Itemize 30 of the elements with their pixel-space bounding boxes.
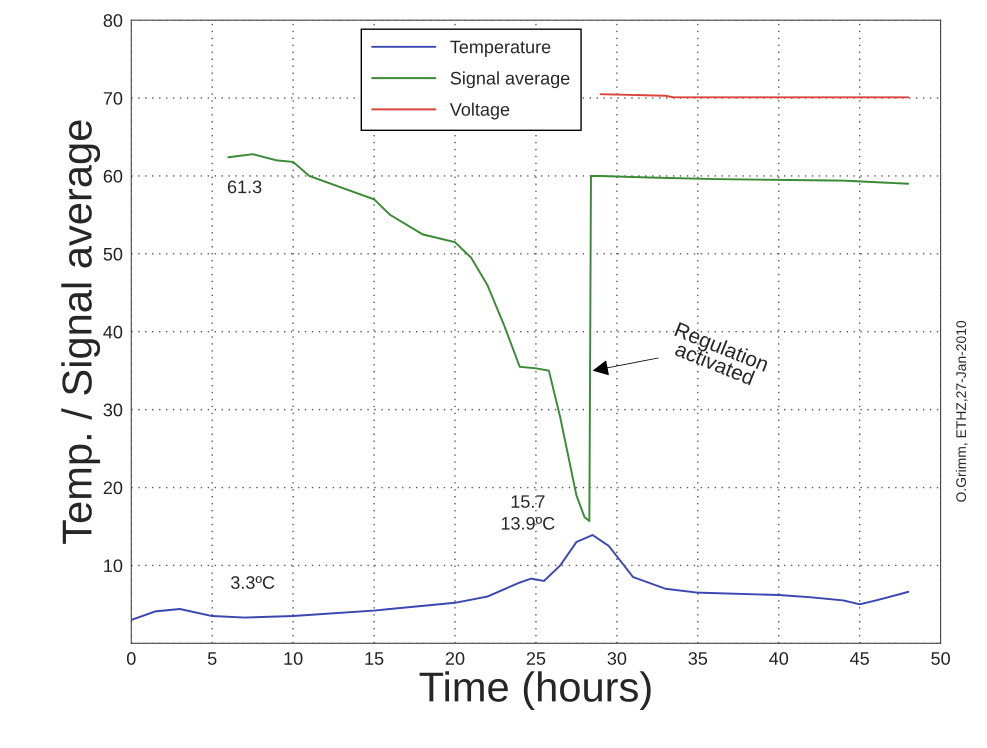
y-tick-label: 20 xyxy=(104,481,122,494)
legend-label: Signal average xyxy=(450,71,570,88)
y-tick-label: 40 xyxy=(103,326,122,338)
y-tick-label: 10 xyxy=(104,559,122,572)
y-tick-label: 30 xyxy=(104,404,122,416)
x-tick-label: 40 xyxy=(769,652,788,665)
x-tick-label: 25 xyxy=(526,652,546,665)
x-tick-label: 50 xyxy=(931,652,950,665)
y-tick-label: 80 xyxy=(104,14,122,27)
annotation: 15.7 xyxy=(512,495,545,508)
y-axis-title: Temp. / Signal average xyxy=(61,120,100,544)
y-tick-label: 60 xyxy=(104,170,122,183)
legend-label: Temperature xyxy=(450,40,550,57)
legend-label: Voltage xyxy=(450,102,510,120)
x-tick-label: 35 xyxy=(688,652,708,665)
annotation: 13.9ºC xyxy=(502,516,555,530)
line-series xyxy=(131,534,910,621)
annotation: 61.3 xyxy=(228,180,262,194)
x-tick-label: 15 xyxy=(365,652,384,665)
annotation: 3.3ºC xyxy=(230,576,274,589)
x-axis-title: Time (hours) xyxy=(420,671,651,710)
text: O.Grimm, ETHZ,27-Jan-2010 xyxy=(956,320,968,502)
x-tick-label: 10 xyxy=(284,652,302,665)
x-tick-label: 5 xyxy=(208,652,216,665)
x-tick-label: 45 xyxy=(850,652,869,665)
y-tick-label: 50 xyxy=(104,248,122,261)
x-tick-label: 0 xyxy=(126,652,136,665)
x-tick-label: 30 xyxy=(608,652,626,665)
y-tick-label: 70 xyxy=(104,92,122,105)
x-tick-label: 20 xyxy=(446,652,464,665)
